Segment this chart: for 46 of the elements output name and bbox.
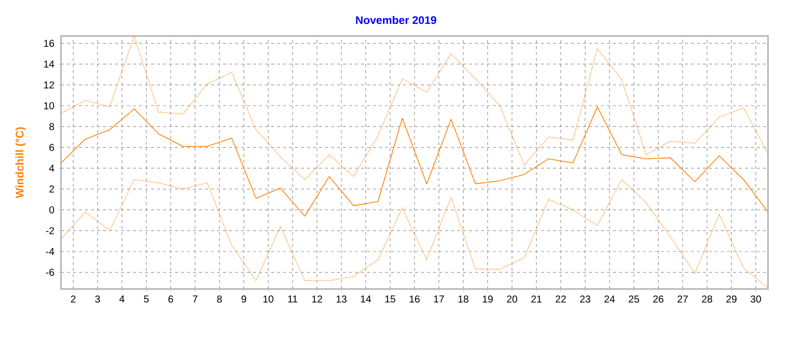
x-tick-label: 8 bbox=[217, 296, 222, 303]
y-tick-label: 12 bbox=[44, 81, 54, 88]
x-tick-label: 7 bbox=[192, 296, 198, 302]
x-tick-label: 2 bbox=[70, 296, 76, 302]
y-tick-label: 0 bbox=[49, 206, 54, 214]
y-axis-title: Windchill (°C) bbox=[15, 127, 26, 198]
x-tick-label: 13 bbox=[336, 296, 346, 303]
x-tick-label: 16 bbox=[410, 296, 420, 303]
y-tick-label: -2 bbox=[46, 227, 54, 234]
line-series bbox=[61, 36, 768, 180]
x-tick-label: 30 bbox=[750, 296, 761, 303]
chart-title: November 2019 bbox=[356, 16, 436, 24]
x-tick-label: 17 bbox=[434, 296, 444, 302]
y-tick-label: 2 bbox=[49, 186, 54, 193]
y-tick-label: -6 bbox=[46, 268, 54, 276]
x-tick-label: 24 bbox=[604, 296, 615, 302]
x-tick-label: 22 bbox=[556, 296, 566, 302]
y-tick-label: 16 bbox=[44, 40, 54, 47]
x-tick-label: 26 bbox=[653, 296, 664, 303]
x-tick-label: 20 bbox=[506, 296, 518, 303]
x-tick-label: 4 bbox=[119, 296, 124, 302]
x-tick-label: 27 bbox=[678, 296, 688, 302]
x-tick-label: 6 bbox=[168, 296, 174, 303]
x-tick-label: 9 bbox=[242, 296, 246, 303]
line-series bbox=[61, 179, 768, 288]
x-tick-label: 5 bbox=[144, 296, 149, 302]
x-tick-label: 11 bbox=[288, 296, 298, 302]
x-tick-label: 10 bbox=[263, 296, 274, 303]
x-tick-label: 18 bbox=[458, 296, 468, 303]
x-tick-label: 3 bbox=[95, 296, 100, 303]
y-tick-label: 14 bbox=[44, 60, 54, 68]
x-tick-label: 12 bbox=[312, 296, 322, 302]
y-tick-label: 8 bbox=[49, 123, 54, 130]
y-tick-label: 10 bbox=[44, 102, 54, 110]
y-tick-label: -4 bbox=[46, 248, 54, 255]
line-series bbox=[61, 106, 768, 217]
x-tick-label: 21 bbox=[531, 296, 542, 302]
x-tick-label: 29 bbox=[726, 296, 737, 303]
x-tick-label: 14 bbox=[360, 296, 372, 302]
y-tick-label: 4 bbox=[49, 164, 54, 172]
x-tick-label: 19 bbox=[482, 296, 493, 303]
x-tick-label: 25 bbox=[628, 296, 640, 303]
x-tick-label: 15 bbox=[385, 296, 396, 302]
x-tick-label: 23 bbox=[580, 296, 590, 303]
y-tick-label: 6 bbox=[49, 144, 54, 151]
x-tick-label: 28 bbox=[702, 296, 712, 303]
